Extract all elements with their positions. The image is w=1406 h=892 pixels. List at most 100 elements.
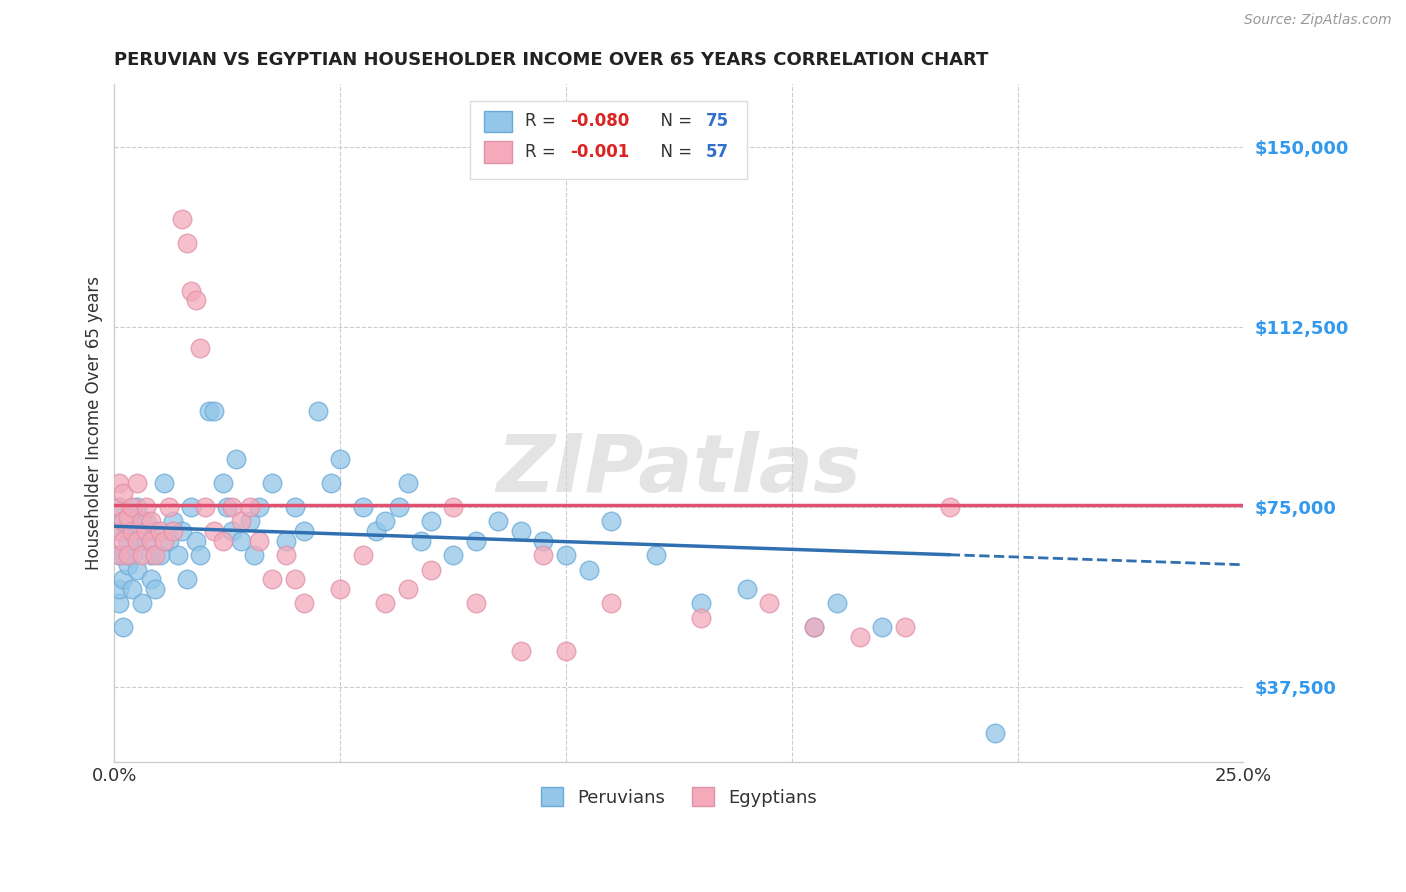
Point: [121, 500, 143, 514]
Point: [464, 596, 486, 610]
Point: [139, 548, 162, 562]
Point: [247, 533, 270, 548]
Point: [292, 596, 315, 610]
Point: [217, 500, 239, 514]
Point: [329, 582, 352, 596]
Point: [117, 548, 139, 562]
Point: [411, 533, 433, 548]
Point: [188, 342, 211, 356]
Point: [211, 533, 233, 548]
Point: [131, 524, 153, 538]
Point: [374, 515, 396, 529]
Point: [108, 524, 131, 538]
Point: [143, 582, 166, 596]
Point: [247, 500, 270, 514]
Y-axis label: Householder Income Over 65 years: Householder Income Over 65 years: [86, 276, 103, 570]
Point: [321, 476, 343, 491]
Point: [172, 211, 194, 226]
Text: R =: R =: [526, 112, 561, 130]
Point: [143, 524, 166, 538]
Point: [135, 500, 157, 514]
Point: [112, 620, 135, 634]
Point: [153, 533, 176, 548]
Text: PERUVIAN VS EGYPTIAN HOUSEHOLDER INCOME OVER 65 YEARS CORRELATION CHART: PERUVIAN VS EGYPTIAN HOUSEHOLDER INCOME …: [114, 51, 988, 69]
Point: [690, 610, 713, 624]
Point: [148, 548, 170, 562]
Point: [441, 548, 464, 562]
Point: [180, 284, 202, 298]
Point: [509, 644, 531, 658]
Point: [125, 533, 148, 548]
Point: [202, 404, 225, 418]
Point: [225, 452, 247, 467]
Point: [239, 500, 262, 514]
Point: [419, 515, 441, 529]
Point: [578, 562, 600, 576]
Point: [509, 524, 531, 538]
Point: [143, 548, 166, 562]
Text: -0.001: -0.001: [571, 143, 630, 161]
Point: [211, 476, 233, 491]
Point: [135, 524, 157, 538]
FancyBboxPatch shape: [484, 111, 512, 132]
Point: [112, 515, 135, 529]
Point: [108, 596, 131, 610]
Point: [131, 515, 153, 529]
Point: [180, 500, 202, 514]
Point: [117, 509, 139, 524]
Point: [374, 596, 396, 610]
Point: [157, 500, 180, 514]
Point: [645, 548, 668, 562]
Text: 57: 57: [706, 143, 730, 161]
Point: [176, 235, 198, 250]
Point: [108, 548, 131, 562]
Point: [117, 558, 139, 572]
Point: [803, 620, 825, 634]
Point: [825, 596, 848, 610]
Point: [121, 515, 143, 529]
Point: [135, 515, 157, 529]
Point: [139, 515, 162, 529]
Legend: Peruvians, Egyptians: Peruvians, Egyptians: [534, 780, 824, 814]
Point: [184, 533, 207, 548]
Point: [531, 533, 554, 548]
Point: [292, 524, 315, 538]
Point: [262, 476, 284, 491]
Point: [125, 500, 148, 514]
Point: [600, 515, 623, 529]
Point: [117, 524, 139, 538]
Point: [112, 572, 135, 586]
Text: -0.080: -0.080: [571, 112, 630, 130]
Point: [188, 548, 211, 562]
Point: [125, 562, 148, 576]
Point: [139, 533, 162, 548]
Point: [108, 476, 131, 491]
Point: [139, 572, 162, 586]
Point: [352, 500, 374, 514]
Point: [221, 500, 243, 514]
Point: [184, 293, 207, 308]
Point: [229, 533, 252, 548]
Point: [690, 596, 713, 610]
Point: [153, 476, 176, 491]
Point: [162, 515, 184, 529]
Text: N =: N =: [650, 143, 697, 161]
Point: [157, 533, 180, 548]
Point: [396, 476, 419, 491]
Point: [176, 572, 198, 586]
Point: [172, 524, 194, 538]
Point: [121, 548, 143, 562]
Point: [198, 404, 221, 418]
Point: [893, 620, 915, 634]
Point: [131, 596, 153, 610]
Point: [388, 500, 411, 514]
Point: [148, 524, 170, 538]
Point: [194, 500, 217, 514]
Point: [396, 582, 419, 596]
Point: [939, 500, 962, 514]
Point: [274, 533, 297, 548]
Point: [112, 548, 135, 562]
Point: [284, 500, 307, 514]
Text: Source: ZipAtlas.com: Source: ZipAtlas.com: [1244, 13, 1392, 28]
Point: [848, 630, 870, 644]
